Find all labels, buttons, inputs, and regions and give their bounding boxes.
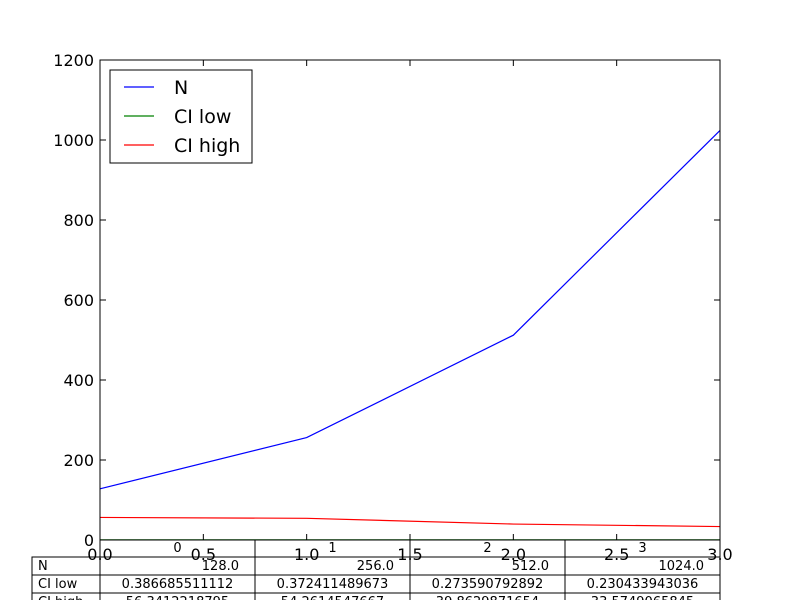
y-tick-label: 1000 (53, 131, 94, 150)
legend-label: N (174, 77, 188, 99)
y-tick-label: 200 (63, 451, 94, 470)
table-cell: 256.0 (357, 559, 394, 574)
table-row-label-cell (31, 592, 101, 600)
data-table: 0 1 2 3 N 128.0 256.0 512.0 1024.0 CI low 0.386685… (31, 539, 721, 600)
table-cell: 128.0 (202, 559, 239, 574)
x-tick-label: 2.0 (501, 545, 526, 564)
table-cell: 56.3412218795 (126, 595, 229, 600)
table-cell: 54.2614547667 (281, 595, 384, 600)
y-tick-label: 800 (63, 211, 94, 230)
legend-label: CI high (174, 135, 240, 157)
table-col-header: 3 (638, 541, 646, 556)
table-col-header: 0 (173, 541, 181, 556)
table-cell-box (99, 592, 256, 600)
table-col-header: 1 (328, 541, 336, 556)
y-tick-label: 0 (84, 531, 94, 550)
table-cell: 33.5749065845 (591, 595, 694, 600)
table-col-header: 2 (483, 541, 491, 556)
x-tick-label: 2.5 (604, 545, 629, 564)
y-tick-label: 1200 (53, 51, 94, 70)
table-cell: 0.372411489673 (277, 577, 389, 592)
y-tick-label: 600 (63, 291, 94, 310)
table-cell: 0.230433943036 (587, 577, 699, 592)
x-tick-label: 0.5 (191, 545, 216, 564)
y-tick-label: 400 (63, 371, 94, 390)
table-cell-box (254, 592, 411, 600)
series-line-ci-high (99, 516, 721, 528)
table-row-label: CI high (38, 595, 83, 600)
table-cell-box (564, 592, 721, 600)
table-row-label: N (38, 559, 48, 574)
table-row-label: CI low (38, 577, 78, 592)
table-cell: 512.0 (512, 559, 549, 574)
table-cell: 39.8629871654 (436, 595, 539, 600)
table-cell: 0.386685511112 (122, 577, 234, 592)
table-cell: 1024.0 (659, 559, 705, 574)
x-tick-label: 1.0 (294, 545, 319, 564)
series-line-n (99, 129, 721, 490)
legend: N CI low CI high (109, 69, 253, 164)
table-cell: 0.273590792892 (432, 577, 544, 592)
legend-label: CI low (174, 106, 231, 128)
table-cell-box (409, 592, 566, 600)
